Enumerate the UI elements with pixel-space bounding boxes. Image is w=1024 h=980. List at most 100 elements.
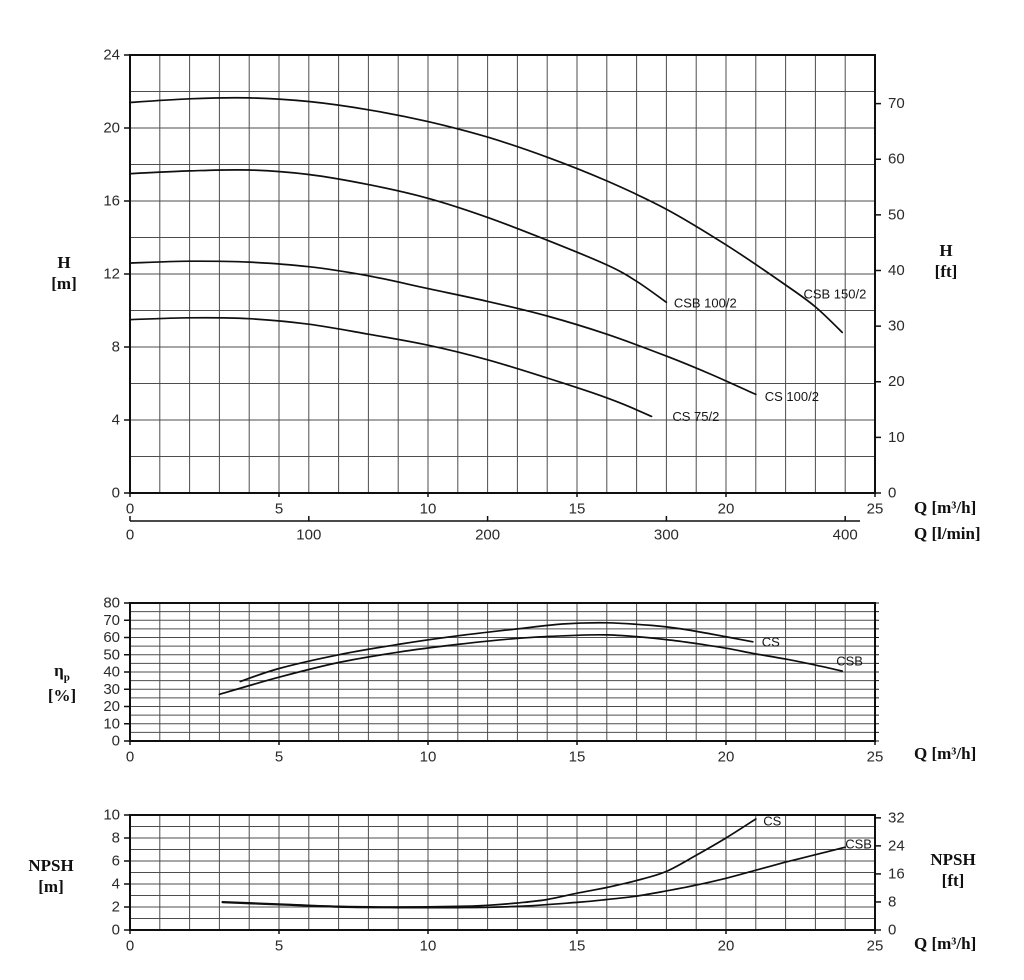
- npsh-series-CS: [221, 818, 757, 908]
- npsh-y-tick: 2: [112, 899, 120, 916]
- npsh-x-tick: 20: [718, 937, 735, 954]
- head-y2-tick: 70: [888, 95, 905, 112]
- head-y-tick: 8: [112, 339, 120, 356]
- head-x-tick: 25: [867, 500, 884, 517]
- npsh-y-tick: 6: [112, 853, 120, 870]
- efficiency-y-tick: 20: [103, 698, 120, 715]
- efficiency-left-axis-title: ηp [%]: [26, 660, 98, 706]
- head-x2-axis: 0 100 200 300 400: [126, 516, 860, 543]
- head-series-CSB-100-2: [129, 168, 668, 304]
- head-y2-tick: 20: [888, 373, 905, 390]
- npsh-y-tick: 8: [112, 830, 120, 847]
- npsh-x-tick: 0: [126, 937, 134, 954]
- head-y-tick: 12: [103, 266, 120, 283]
- efficiency-y-tick: 40: [103, 664, 120, 681]
- head-x-axis-title: Q [m³/h]: [914, 498, 977, 517]
- head-x2-tick: 400: [833, 526, 858, 543]
- head-gridlines: [129, 54, 876, 494]
- efficiency-x-tick: 5: [275, 748, 283, 765]
- head-y2-tick: 60: [888, 151, 905, 168]
- head-x2-axis-title: Q [l/min]: [914, 524, 981, 543]
- npsh-right-axis-unit: [ft]: [941, 871, 965, 891]
- head-series-label-CS-100-2: CS 100/2: [765, 389, 819, 404]
- efficiency-series-label-CSB: CSB: [836, 653, 863, 668]
- efficiency-series-label-CS: CS: [762, 634, 780, 649]
- head-series-label-CS-75-2: CS 75/2: [672, 409, 719, 424]
- npsh-series-CSB: [221, 846, 847, 909]
- head-y2-tick: 0: [888, 485, 896, 502]
- efficiency-x-tick: 15: [569, 748, 586, 765]
- npsh-y-tick-labels: 0 2 4 6 8 10: [103, 807, 130, 939]
- head-y-tick-labels: 0 4 8 12 16 20 24: [103, 47, 130, 502]
- head-left-axis-title: H [m]: [36, 252, 92, 295]
- efficiency-series-CS: [239, 621, 754, 683]
- efficiency-gridlines: [129, 602, 876, 742]
- head-right-axis-symbol: H: [939, 241, 953, 260]
- efficiency-x-tick: 25: [867, 748, 884, 765]
- npsh-y2-tick: 8: [888, 893, 896, 910]
- npsh-x-tick: 25: [867, 937, 884, 954]
- efficiency-x-axis-title: Q [m³/h]: [914, 744, 977, 763]
- npsh-x-tick: 10: [420, 937, 437, 954]
- efficiency-y-tick: 60: [103, 629, 120, 646]
- head-right-axis-unit: [ft]: [934, 262, 958, 282]
- head-left-axis-unit: [m]: [51, 274, 77, 294]
- npsh-plot-border: [129, 814, 876, 931]
- npsh-series-label-CSB: CSB: [845, 836, 872, 851]
- npsh-x-tick-labels: 0 5 10 15 20 25: [126, 930, 884, 954]
- head-y-tick: 20: [103, 120, 120, 137]
- head-x-tick: 10: [420, 500, 437, 517]
- head-y-tick: 4: [112, 412, 120, 429]
- npsh-x-tick: 15: [569, 937, 586, 954]
- efficiency-x-tick: 20: [718, 748, 735, 765]
- npsh-y2-tick-labels: 0 8 16 24 32: [875, 809, 905, 939]
- head-x-tick: 5: [275, 500, 283, 517]
- npsh-right-axis-symbol: NPSH: [930, 850, 976, 869]
- npsh-x-tick: 5: [275, 937, 283, 954]
- eta-symbol: ηp: [54, 661, 70, 684]
- head-series-label-CSB-150-2: CSB 150/2: [803, 287, 866, 302]
- npsh-y2-tick: 32: [888, 809, 905, 826]
- head-x-tick-labels: 0 5 10 15 20 25: [126, 493, 884, 517]
- efficiency-x-tick: 10: [420, 748, 437, 765]
- head-y-tick: 24: [103, 47, 120, 64]
- efficiency-y-tick: 0: [112, 733, 120, 750]
- npsh-y-tick: 0: [112, 922, 120, 939]
- head-x2-tick: 100: [296, 526, 321, 543]
- head-x-tick: 15: [569, 500, 586, 517]
- eta-unit: [%]: [47, 686, 77, 706]
- npsh-y-tick: 4: [112, 876, 120, 893]
- efficiency-y-tick: 30: [103, 681, 120, 698]
- npsh-y2-tick: 0: [888, 922, 896, 939]
- npsh-x-axis-title: Q [m³/h]: [914, 934, 977, 953]
- head-series-CSB-150-2: [129, 96, 844, 334]
- head-y2-tick: 30: [888, 318, 905, 335]
- head-y2-tick: 40: [888, 262, 905, 279]
- efficiency-y-tick: 10: [103, 715, 120, 732]
- efficiency-y-tick: 80: [103, 595, 120, 612]
- head-x-tick: 0: [126, 500, 134, 517]
- npsh-y2-tick: 24: [888, 837, 905, 854]
- npsh-left-axis-symbol: NPSH: [28, 856, 74, 875]
- head-left-axis-symbol: H: [57, 253, 71, 272]
- head-y2-tick: 50: [888, 206, 905, 223]
- head-y-tick: 0: [112, 485, 120, 502]
- head-y2-tick: 10: [888, 429, 905, 446]
- efficiency-x-tick-labels: 0 5 10 15 20 25: [126, 741, 884, 765]
- efficiency-right-ticks: [875, 602, 879, 742]
- npsh-series-label-CS: CS: [763, 813, 781, 828]
- head-x2-tick: 0: [126, 526, 134, 543]
- head-series-label-CSB-100-2: CSB 100/2: [674, 296, 737, 311]
- efficiency-series-CSB: [218, 633, 844, 696]
- head-series-CS-75-2: [129, 316, 653, 418]
- npsh-right-axis-title: NPSH [ft]: [912, 849, 994, 892]
- head-x2-tick: 200: [475, 526, 500, 543]
- npsh-y-tick: 10: [103, 807, 120, 824]
- npsh-gridlines: [129, 814, 876, 931]
